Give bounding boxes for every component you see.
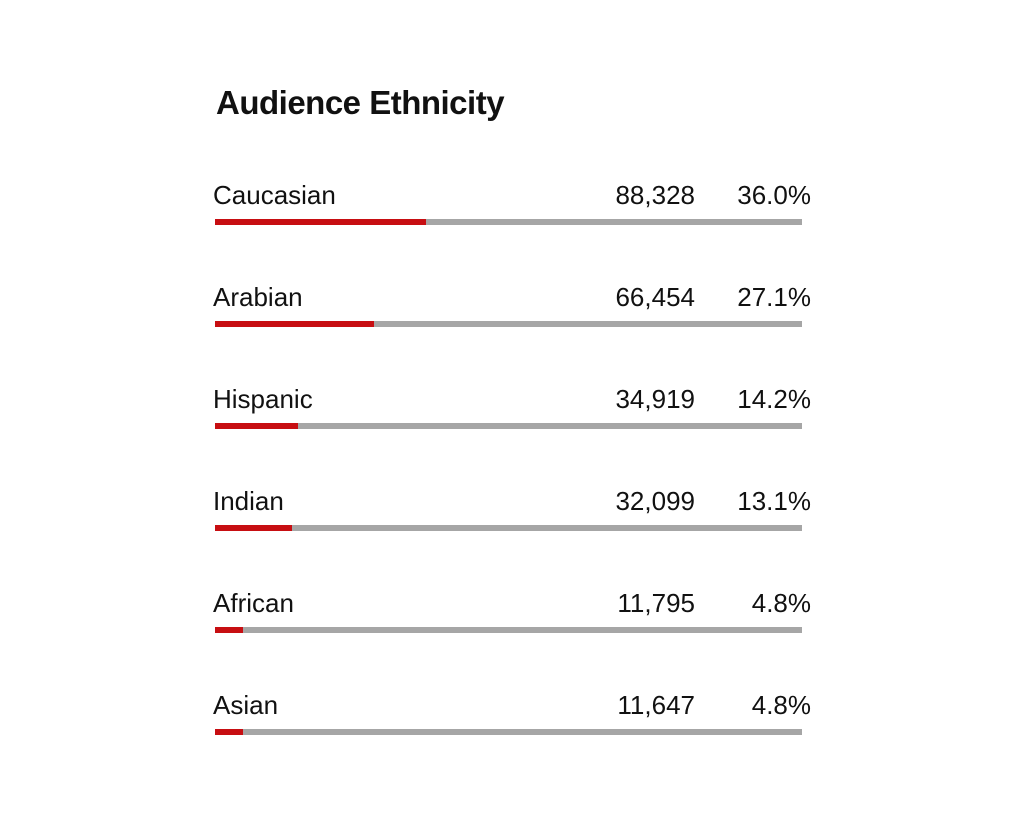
- ethnicity-row: Indian 32,099 13.1%: [213, 484, 813, 586]
- category-label: Indian: [213, 486, 284, 516]
- percent-label: 36.0%: [737, 180, 811, 210]
- ethnicity-bar-list: Caucasian 88,328 36.0% Arabian 66,454 27…: [213, 178, 813, 790]
- bar-fill: [215, 219, 427, 225]
- percent-label: 14.2%: [737, 384, 811, 414]
- ethnicity-row: Hispanic 34,919 14.2%: [213, 382, 813, 484]
- percent-label: 13.1%: [737, 486, 811, 516]
- bar-track: [215, 729, 802, 735]
- category-label: Asian: [213, 690, 279, 720]
- category-label: African: [213, 588, 294, 618]
- bar-fill: [215, 321, 375, 327]
- bar-track: [215, 423, 802, 429]
- count-label: 11,647: [617, 690, 695, 720]
- category-label: Arabian: [213, 282, 303, 312]
- count-label: 88,328: [615, 180, 695, 210]
- percent-label: 4.8%: [751, 690, 811, 720]
- ethnicity-row: Arabian 66,454 27.1%: [213, 280, 813, 382]
- count-label: 34,919: [615, 384, 695, 414]
- bar-fill: [215, 627, 244, 633]
- bar-fill: [215, 525, 292, 531]
- percent-label: 27.1%: [737, 282, 811, 312]
- ethnicity-row: Asian 11,647 4.8%: [213, 688, 813, 790]
- ethnicity-row: Caucasian 88,328 36.0%: [213, 178, 813, 280]
- chart-title: Audience Ethnicity: [216, 84, 505, 121]
- percent-label: 4.8%: [751, 588, 811, 618]
- count-label: 66,454: [615, 282, 695, 312]
- bar-track: [215, 219, 802, 225]
- category-label: Caucasian: [213, 180, 336, 210]
- bar-fill: [215, 423, 299, 429]
- bar-track: [215, 321, 802, 327]
- bar-track: [215, 525, 802, 531]
- bar-track: [215, 627, 802, 633]
- count-label: 11,795: [617, 588, 695, 618]
- count-label: 32,099: [615, 486, 695, 516]
- bar-fill: [215, 729, 244, 735]
- ethnicity-row: African 11,795 4.8%: [213, 586, 813, 688]
- category-label: Hispanic: [213, 384, 313, 414]
